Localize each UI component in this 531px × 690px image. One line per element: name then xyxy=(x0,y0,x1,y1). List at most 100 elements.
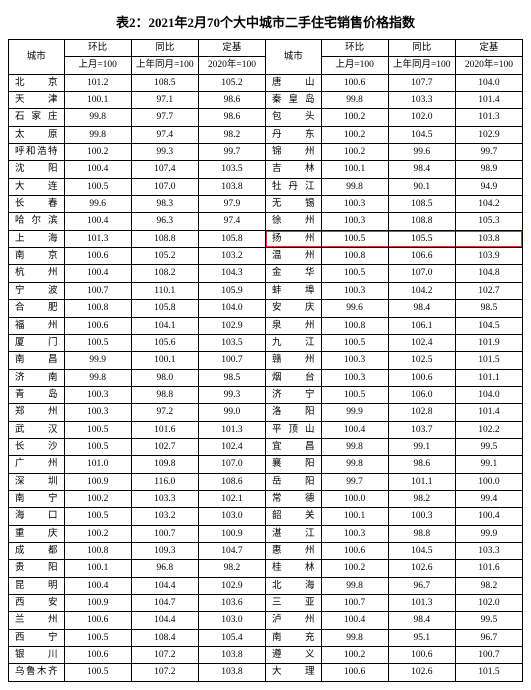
table-cell: 99.8 xyxy=(64,126,131,143)
table-cell: 徐 州 xyxy=(265,213,321,230)
table-cell: 100.8 xyxy=(321,248,388,265)
table-cell: 97.7 xyxy=(131,109,198,126)
table-cell: 103.3 xyxy=(131,490,198,507)
table-cell: 100.9 xyxy=(64,595,131,612)
table-cell: 100.1 xyxy=(321,161,388,178)
table-row: 济 南99.898.098.5烟 台100.3100.6101.1 xyxy=(9,369,523,386)
table-row: 石 家 庄99.897.798.6包 头100.2102.0101.3 xyxy=(9,109,523,126)
table-cell: 99.3 xyxy=(198,386,265,403)
table-cell: 天 津 xyxy=(9,92,65,109)
table-cell: 97.2 xyxy=(131,404,198,421)
table-cell: 99.8 xyxy=(64,369,131,386)
table-cell: 108.4 xyxy=(131,629,198,646)
table-cell: 102.2 xyxy=(455,421,522,438)
table-cell: 100.5 xyxy=(321,265,388,282)
table-row: 海 口100.5103.2103.0韶 关100.1100.3100.4 xyxy=(9,508,523,525)
table-cell: 104.2 xyxy=(388,282,455,299)
table-cell: 100.5 xyxy=(64,629,131,646)
table-cell: 97.9 xyxy=(198,196,265,213)
table-cell: 103.8 xyxy=(198,178,265,195)
table-row: 合 肥100.8105.8104.0安 庆99.698.498.5 xyxy=(9,300,523,317)
header-yoy-sub-right: 上年同月=100 xyxy=(388,57,455,74)
table-cell: 98.6 xyxy=(198,109,265,126)
table-cell: 101.6 xyxy=(131,421,198,438)
table-cell: 100.6 xyxy=(321,74,388,91)
table-cell: 金 华 xyxy=(265,265,321,282)
table-cell: 沈 阳 xyxy=(9,161,65,178)
table-cell: 100.8 xyxy=(64,542,131,559)
table-row: 宁 波100.7110.1105.9蚌 埠100.3104.2102.7 xyxy=(9,282,523,299)
table-cell: 108.5 xyxy=(388,196,455,213)
table-cell: 100.5 xyxy=(64,664,131,681)
table-cell: 100.1 xyxy=(64,92,131,109)
table-cell: 99.8 xyxy=(321,92,388,109)
table-cell: 100.5 xyxy=(64,178,131,195)
table-row: 呼和浩特100.299.399.7锦 州100.299.699.7 xyxy=(9,144,523,161)
header-yoy-sub-left: 上年同月=100 xyxy=(131,57,198,74)
table-cell: 大 理 xyxy=(265,664,321,681)
table-title: 表2：2021年2月70个大中城市二手住宅销售价格指数 xyxy=(8,12,523,31)
table-cell: 99.9 xyxy=(64,352,131,369)
table-cell: 104.5 xyxy=(388,542,455,559)
table-cell: 106.1 xyxy=(388,317,455,334)
table-cell: 100.3 xyxy=(388,508,455,525)
table-cell: 100.1 xyxy=(321,508,388,525)
table-cell: 103.8 xyxy=(198,664,265,681)
table-cell: 99.8 xyxy=(321,629,388,646)
table-cell: 100.9 xyxy=(64,473,131,490)
table-cell: 103.5 xyxy=(198,161,265,178)
table-cell: 90.1 xyxy=(388,178,455,195)
table-cell: 102.6 xyxy=(388,560,455,577)
table-cell: 102.0 xyxy=(455,595,522,612)
table-cell: 湛 江 xyxy=(265,525,321,542)
table-cell: 襄 阳 xyxy=(265,456,321,473)
table-cell: 100.4 xyxy=(64,577,131,594)
table-cell: 102.7 xyxy=(131,438,198,455)
table-cell: 98.6 xyxy=(388,456,455,473)
table-cell: 99.8 xyxy=(321,178,388,195)
table-cell: 104.2 xyxy=(455,196,522,213)
table-cell: 呼和浩特 xyxy=(9,144,65,161)
table-cell: 101.5 xyxy=(455,352,522,369)
table-cell: 101.3 xyxy=(455,109,522,126)
table-cell: 103.3 xyxy=(388,92,455,109)
table-cell: 99.6 xyxy=(64,196,131,213)
table-cell: 100.6 xyxy=(388,369,455,386)
table-cell: 98.4 xyxy=(388,612,455,629)
header-base-sub-left: 2020年=100 xyxy=(198,57,265,74)
table-cell: 103.8 xyxy=(198,647,265,664)
table-row: 南 京100.6105.2103.2温 州100.8106.6103.9 xyxy=(9,248,523,265)
table-row: 青 岛100.398.899.3济 宁100.5106.0104.0 xyxy=(9,386,523,403)
table-cell: 重 庆 xyxy=(9,525,65,542)
table-cell: 98.2 xyxy=(198,560,265,577)
table-cell: 109.8 xyxy=(131,456,198,473)
table-cell: 100.1 xyxy=(64,560,131,577)
table-cell: 98.3 xyxy=(131,196,198,213)
table-cell: 96.3 xyxy=(131,213,198,230)
table-cell: 泸 州 xyxy=(265,612,321,629)
table-cell: 牡 丹 江 xyxy=(265,178,321,195)
table-cell: 100.1 xyxy=(131,352,198,369)
table-cell: 杭 州 xyxy=(9,265,65,282)
table-cell: 99.9 xyxy=(321,404,388,421)
table-cell: 郑 州 xyxy=(9,404,65,421)
table-cell: 98.4 xyxy=(388,161,455,178)
table-row: 长 春99.698.397.9无 锡100.3108.5104.2 xyxy=(9,196,523,213)
table-cell: 99.5 xyxy=(455,438,522,455)
table-cell: 99.1 xyxy=(455,456,522,473)
table-cell: 107.0 xyxy=(388,265,455,282)
table-cell: 上 海 xyxy=(9,230,65,247)
table-cell: 100.5 xyxy=(64,438,131,455)
table-cell: 哈 尔 滨 xyxy=(9,213,65,230)
table-cell: 100.6 xyxy=(321,664,388,681)
table-cell: 105.8 xyxy=(198,230,265,247)
table-body: 北 京101.2108.5105.2唐 山100.6107.7104.0天 津1… xyxy=(9,74,523,681)
price-index-table: 城市 环比 同比 定基 城市 环比 同比 定基 上月=100 上年同月=100 … xyxy=(8,39,523,682)
table-cell: 104.1 xyxy=(131,317,198,334)
table-cell: 100.0 xyxy=(321,490,388,507)
table-cell: 103.3 xyxy=(455,542,522,559)
table-cell: 97.4 xyxy=(198,213,265,230)
header-base-sub-right: 2020年=100 xyxy=(455,57,522,74)
table-cell: 北 京 xyxy=(9,74,65,91)
table-cell: 100.2 xyxy=(64,525,131,542)
